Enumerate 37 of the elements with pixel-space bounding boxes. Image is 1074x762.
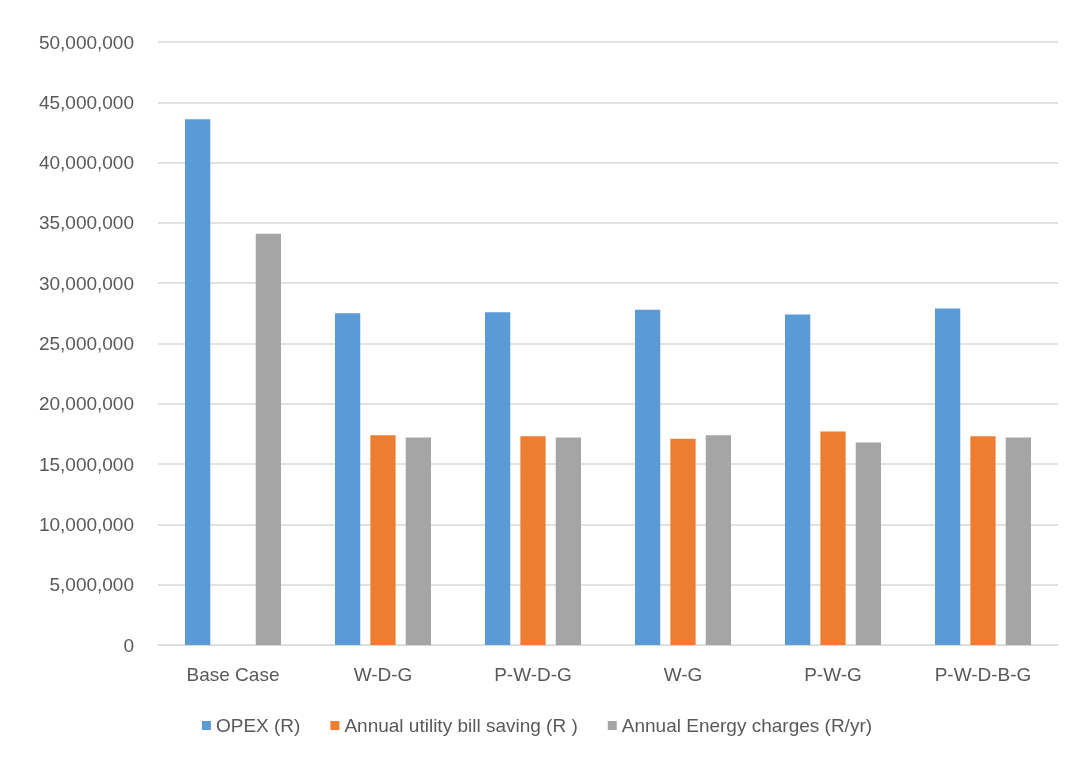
bar (185, 119, 211, 645)
y-tick-label: 0 (123, 634, 134, 656)
bar (855, 442, 881, 645)
y-tick-label: 50,000,000 (38, 31, 134, 53)
bar (405, 437, 431, 645)
bar (555, 437, 581, 645)
bar (785, 314, 811, 645)
y-tick-label: 35,000,000 (38, 212, 134, 234)
bar (970, 436, 996, 645)
y-tick-label: 15,000,000 (38, 453, 134, 475)
x-tick-label: W-D-G (353, 664, 413, 685)
x-tick-label: Base Case (186, 664, 280, 685)
bar (635, 309, 661, 645)
bar (255, 233, 281, 645)
legend-label: Annual utility bill saving (R ) (344, 715, 578, 736)
bar (335, 313, 361, 645)
bar (670, 438, 696, 645)
x-tick-label: P-W-D-B-G (934, 664, 1032, 685)
y-tick-label: 45,000,000 (38, 91, 134, 113)
legend-label: OPEX (R) (215, 715, 301, 736)
y-tick-label: 10,000,000 (38, 513, 134, 535)
legend-label: Annual Energy charges (R/yr) (621, 715, 873, 736)
bar (520, 436, 546, 645)
bar (370, 435, 396, 645)
y-tick-label: 30,000,000 (38, 272, 134, 294)
bar (705, 435, 731, 645)
y-tick-label: 40,000,000 (38, 152, 134, 174)
x-tick-label: W-G (663, 664, 703, 685)
bar (935, 308, 961, 645)
y-tick-label: 25,000,000 (38, 333, 134, 354)
y-tick-label: 20,000,000 (38, 393, 134, 415)
x-tick-label: P-W-G (804, 664, 862, 685)
y-tick-label: 5,000,000 (49, 574, 134, 596)
bar (485, 312, 511, 645)
bar (820, 431, 846, 645)
x-tick-label: P-W-D-G (494, 664, 572, 685)
bar (1005, 437, 1031, 645)
